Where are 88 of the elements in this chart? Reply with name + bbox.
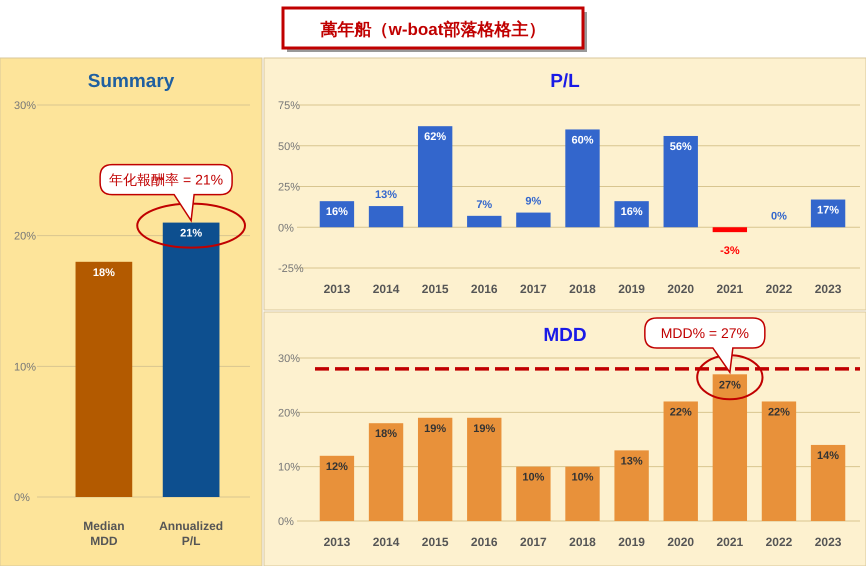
x-tick-label: 2022 [766, 282, 793, 296]
y-tick-label: 0% [278, 516, 294, 528]
y-tick-label: 20% [14, 230, 36, 243]
y-tick-label: 25% [278, 182, 300, 194]
bar [664, 401, 698, 521]
data-label: 13% [620, 455, 643, 468]
data-label: 17% [817, 204, 840, 217]
bar [516, 212, 551, 228]
x-tick-label: 2021 [716, 535, 744, 549]
y-tick-label: 30% [14, 100, 36, 112]
data-label: 62% [424, 131, 446, 144]
bar [516, 466, 551, 521]
data-label: 22% [670, 406, 692, 418]
bar [614, 201, 649, 228]
x-tick-label: Median MDD [83, 519, 125, 548]
x-tick-label: 2015 [422, 282, 449, 296]
data-label: -3% [720, 245, 740, 258]
x-tick-label: 2023 [814, 282, 842, 296]
bar [565, 129, 600, 228]
data-label: 22% [768, 406, 790, 418]
bar [810, 444, 846, 521]
chart-title: P/L [550, 71, 580, 92]
chart-title: MDD [543, 325, 587, 346]
data-label: 16% [620, 206, 643, 218]
y-tick-label: 0% [14, 492, 30, 504]
bar [712, 227, 748, 232]
bar [810, 200, 846, 228]
y-tick-label: 30% [278, 353, 300, 365]
x-tick-label: 2018 [569, 535, 596, 549]
x-tick-label: 2016 [470, 535, 498, 549]
x-tick-label: 2019 [618, 535, 646, 549]
data-label: 7% [476, 198, 492, 211]
bar [712, 374, 748, 521]
data-label: 0% [771, 210, 788, 222]
y-tick-label: 75% [278, 100, 300, 112]
data-label: 9% [525, 196, 542, 208]
y-tick-label: 50% [278, 140, 300, 153]
x-tick-label: 2020 [667, 282, 694, 296]
bar [762, 401, 796, 521]
data-label: 10% [522, 472, 545, 484]
x-tick-label: 2021 [716, 282, 744, 296]
bar [565, 466, 600, 521]
data-label: 19% [424, 422, 446, 435]
data-label: 14% [817, 450, 840, 462]
data-label: 18% [375, 428, 398, 440]
y-tick-label: 10% [278, 462, 300, 474]
y-tick-label: -25% [278, 263, 304, 275]
x-tick-label: 2014 [372, 535, 400, 549]
data-label: 56% [670, 140, 692, 153]
bar [320, 456, 354, 521]
chart-title: Summary [88, 71, 175, 92]
x-tick-label: 2022 [766, 535, 793, 549]
annotation: 年化報酬率 = 21% [109, 172, 224, 188]
bar [467, 418, 502, 521]
bar [664, 136, 698, 228]
data-label: 18% [92, 266, 116, 279]
x-tick-label: 2016 [470, 282, 498, 296]
data-label: 12% [326, 460, 348, 473]
annotation: MDD% = 27% [660, 325, 749, 341]
y-tick-label: 10% [14, 361, 36, 374]
data-label: 60% [571, 134, 594, 146]
x-tick-label: Annualized P/L [159, 519, 224, 548]
x-tick-label: 2017 [520, 535, 548, 549]
x-tick-label: 2019 [618, 282, 646, 296]
bar [418, 418, 452, 521]
y-tick-label: 20% [278, 407, 300, 420]
x-tick-label: 2014 [372, 282, 400, 296]
data-label: 21% [180, 228, 202, 240]
data-label: 13% [375, 189, 398, 202]
x-tick-label: 2017 [520, 282, 548, 296]
bar [418, 126, 452, 228]
x-tick-label: 2013 [324, 282, 351, 296]
data-label: 16% [326, 206, 348, 218]
x-tick-label: 2023 [814, 535, 842, 549]
data-label: 27% [718, 379, 742, 392]
text: 萬年船（w-boat部落格格主） [320, 20, 546, 39]
data-label: 19% [473, 422, 496, 435]
bar [320, 201, 354, 228]
bar [467, 216, 502, 228]
x-tick-label: 2018 [569, 282, 596, 296]
bar [614, 450, 649, 521]
bar [368, 423, 404, 521]
data-label: 10% [571, 472, 594, 484]
x-tick-label: 2013 [324, 535, 351, 549]
bar [368, 206, 404, 228]
x-tick-label: 2015 [422, 535, 449, 549]
x-tick-label: 2020 [667, 535, 694, 549]
y-tick-label: 0% [278, 222, 294, 234]
